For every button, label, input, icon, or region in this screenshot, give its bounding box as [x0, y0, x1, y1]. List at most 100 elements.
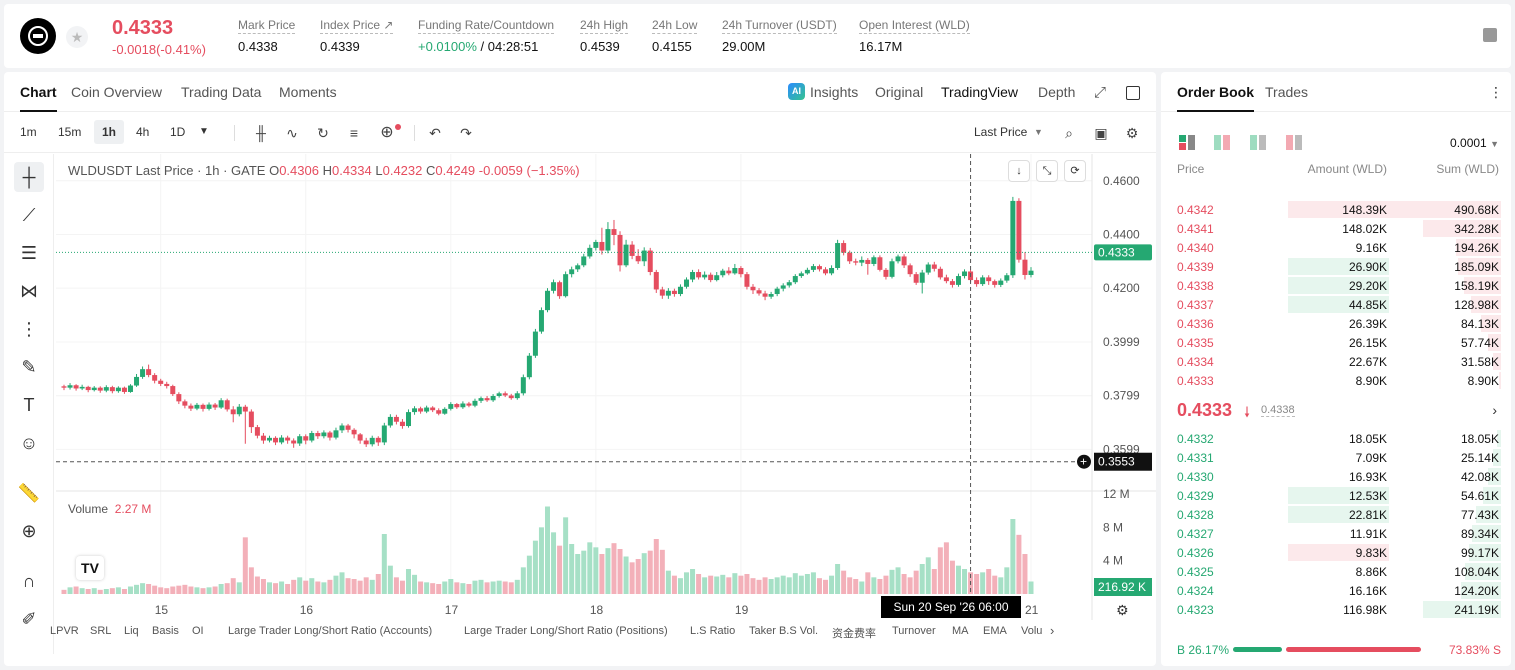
- price-source-chevron-icon[interactable]: ▼: [1034, 127, 1043, 137]
- tab-coin-overview[interactable]: Coin Overview: [71, 84, 163, 100]
- candle-body: [514, 393, 520, 399]
- indicator-ema[interactable]: EMA: [983, 625, 1007, 637]
- more-options-icon[interactable]: ⋮: [1489, 84, 1503, 100]
- brush-icon[interactable]: ✎: [21, 357, 37, 377]
- ruler-icon[interactable]: 📏: [17, 483, 41, 503]
- bid-row[interactable]: 0.4324 16.16K 124.20K: [1161, 581, 1511, 600]
- bid-row[interactable]: 0.4326 9.83K 99.17K: [1161, 543, 1511, 562]
- expand-icon[interactable]: ⤢: [1094, 84, 1107, 101]
- view-split-icon[interactable]: [1214, 135, 1230, 151]
- candle-body: [170, 386, 176, 395]
- magnet-icon[interactable]: ∩: [22, 571, 36, 591]
- templates-icon[interactable]: ≡: [349, 125, 359, 141]
- bid-row[interactable]: 0.4332 18.05K 18.05K: [1161, 429, 1511, 448]
- view-asks-icon[interactable]: [1286, 135, 1302, 151]
- book-icon[interactable]: [1483, 28, 1497, 42]
- view-bids-icon[interactable]: [1250, 135, 1266, 151]
- ask-row[interactable]: 0.4337 44.85K 128.98K: [1161, 295, 1511, 314]
- amount-highlight: [1288, 544, 1389, 561]
- horizontal-lines-icon[interactable]: ☰: [20, 243, 38, 263]
- ask-row[interactable]: 0.4336 26.39K 84.13K: [1161, 314, 1511, 333]
- volume-bar: [611, 543, 617, 594]
- price-source-select[interactable]: Last Price: [974, 125, 1028, 139]
- reset-view-icon[interactable]: ⟳: [1064, 160, 1086, 182]
- camera-icon[interactable]: ▣: [1094, 125, 1108, 141]
- search-icon[interactable]: ⌕: [1065, 125, 1073, 141]
- bid-row[interactable]: 0.4330 16.93K 42.08K: [1161, 467, 1511, 486]
- ask-row[interactable]: 0.4335 26.15K 57.74K: [1161, 333, 1511, 352]
- bid-row[interactable]: 0.4325 8.86K 108.04K: [1161, 562, 1511, 581]
- view-insights[interactable]: Insights: [810, 84, 859, 100]
- trendline-icon[interactable]: ⟋: [22, 205, 36, 225]
- indicator-oi[interactable]: OI: [192, 625, 204, 637]
- interval-1d[interactable]: 1D: [170, 125, 186, 139]
- stat-label[interactable]: Index Price ↗: [320, 18, 394, 34]
- indicator-ma[interactable]: MA: [952, 625, 969, 637]
- settings-gear-icon[interactable]: ⚙: [1125, 125, 1139, 141]
- indicator-ls-ratio[interactable]: L.S Ratio: [690, 625, 736, 637]
- interval-1h[interactable]: 1h: [94, 120, 125, 144]
- chevron-right-icon[interactable]: ›: [1492, 402, 1497, 418]
- tab-moments[interactable]: Moments: [279, 84, 337, 100]
- bid-row[interactable]: 0.4331 7.09K 25.14K: [1161, 448, 1511, 467]
- indicator-turnover[interactable]: Turnover: [892, 625, 936, 637]
- ask-row[interactable]: 0.4338 29.20K 158.19K: [1161, 276, 1511, 295]
- zoom-in-icon[interactable]: ⊕: [21, 521, 37, 541]
- candle-body: [532, 331, 538, 356]
- bid-row[interactable]: 0.4328 22.81K 77.43K: [1161, 505, 1511, 524]
- indicator-basis[interactable]: Basis: [152, 625, 179, 637]
- undo-icon[interactable]: ↶: [429, 125, 441, 141]
- indicator-funding[interactable]: 资金费率: [832, 628, 876, 640]
- interval-dropdown-icon[interactable]: ▼: [199, 126, 209, 137]
- bid-row[interactable]: 0.4327 11.91K 89.34K: [1161, 524, 1511, 543]
- ask-row[interactable]: 0.4334 22.67K 31.58K: [1161, 352, 1511, 371]
- indicator-lpvr[interactable]: LPVR: [50, 625, 79, 637]
- pattern-icon[interactable]: ⋈: [20, 281, 38, 301]
- volume-bar: [974, 574, 980, 594]
- fullscreen-icon[interactable]: [1126, 86, 1140, 100]
- indicator-srl[interactable]: SRL: [90, 625, 112, 637]
- redo-icon[interactable]: ↷: [460, 125, 472, 141]
- favorite-star-icon[interactable]: ★: [66, 26, 88, 48]
- indicators-icon[interactable]: ∿: [286, 125, 298, 141]
- indicator-volume[interactable]: Volu: [1021, 625, 1043, 637]
- interval-4h[interactable]: 4h: [136, 125, 150, 139]
- add-indicator-icon[interactable]: ⊕: [380, 124, 394, 141]
- precision-select[interactable]: 0.0001 ▼: [1450, 136, 1499, 150]
- indicator-liq[interactable]: Liq: [124, 625, 139, 637]
- scroll-down-icon[interactable]: ↓: [1008, 160, 1030, 182]
- tab-trades[interactable]: Trades: [1265, 84, 1309, 100]
- candles-icon[interactable]: ╫: [256, 125, 266, 141]
- ask-row[interactable]: 0.4341 148.02K 342.28K: [1161, 219, 1511, 238]
- ask-row[interactable]: 0.4340 9.16K 194.26K: [1161, 238, 1511, 257]
- indicator-ls-accounts[interactable]: Large Trader Long/Short Ratio (Accounts): [228, 625, 433, 637]
- indicator-ls-positions[interactable]: Large Trader Long/Short Ratio (Positions…: [464, 625, 668, 637]
- bid-row[interactable]: 0.4323 116.98K 241.19K: [1161, 600, 1511, 619]
- crosshair-icon[interactable]: ┼: [14, 162, 44, 192]
- tab-trading-data[interactable]: Trading Data: [181, 84, 262, 100]
- tab-order-book[interactable]: Order Book: [1177, 84, 1255, 112]
- scroll-right-icon[interactable]: ›: [1050, 623, 1055, 638]
- emoji-icon[interactable]: ☺: [19, 433, 39, 453]
- ask-row[interactable]: 0.4342 148.39K 490.68K: [1161, 200, 1511, 219]
- ask-row[interactable]: 0.4333 8.90K 8.90K: [1161, 371, 1511, 390]
- view-original[interactable]: Original: [875, 84, 924, 100]
- view-both-icon[interactable]: [1179, 135, 1195, 151]
- tab-chart[interactable]: Chart: [20, 84, 57, 112]
- interval-15m[interactable]: 15m: [58, 125, 82, 139]
- indicator-taker-vol[interactable]: Taker B.S Vol.: [749, 625, 819, 637]
- stat-label[interactable]: Funding Rate/Countdown: [418, 18, 555, 34]
- view-depth[interactable]: Depth: [1038, 84, 1076, 100]
- volume-bar: [792, 573, 798, 594]
- interval-1m[interactable]: 1m: [20, 125, 37, 139]
- fib-icon[interactable]: ⋮: [20, 319, 38, 339]
- text-tool-icon[interactable]: T: [23, 395, 35, 415]
- compare-icon[interactable]: ↻: [317, 125, 329, 141]
- orderbook-tabs: Order Book Trades ⋮: [1161, 72, 1511, 112]
- ask-row[interactable]: 0.4339 26.90K 185.09K: [1161, 257, 1511, 276]
- pen-icon[interactable]: ✐: [21, 609, 37, 629]
- collapse-icon[interactable]: ⤡: [1036, 160, 1058, 182]
- bid-row[interactable]: 0.4329 12.53K 54.61K: [1161, 486, 1511, 505]
- view-tradingview[interactable]: TradingView: [941, 84, 1019, 100]
